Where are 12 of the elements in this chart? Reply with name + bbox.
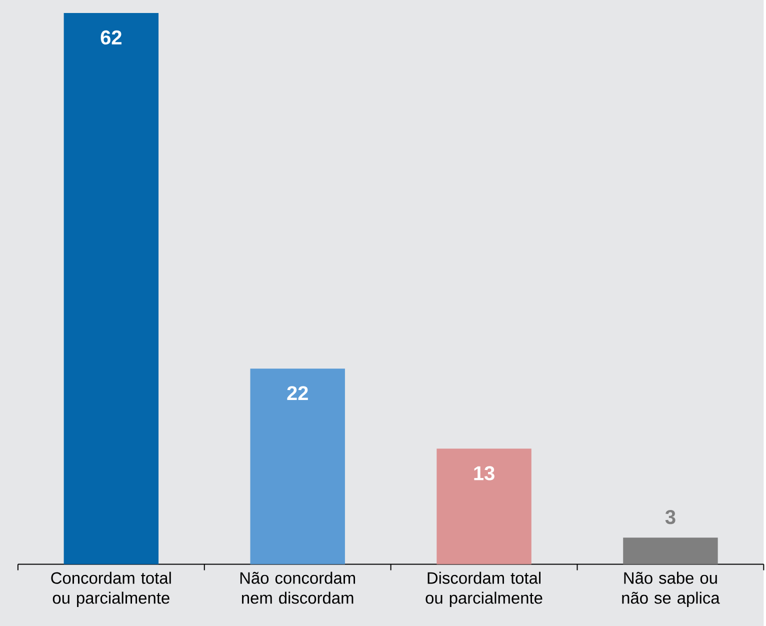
x-tick-label: Discordam total ou parcialmente (426, 572, 542, 608)
data-label: 62 (100, 30, 122, 44)
bar (250, 368, 345, 564)
data-label: 22 (287, 386, 308, 400)
bar (64, 12, 159, 564)
bar (623, 538, 718, 564)
x-tick-label: Concordam total ou parcialmente (51, 572, 171, 608)
data-label: 13 (474, 466, 494, 480)
x-tick-label: Não concordam nem discordam (240, 572, 356, 604)
data-label: 3 (665, 510, 676, 524)
x-tick-label: Não sabe ou não se aplica (622, 572, 720, 608)
bar (436, 448, 532, 564)
